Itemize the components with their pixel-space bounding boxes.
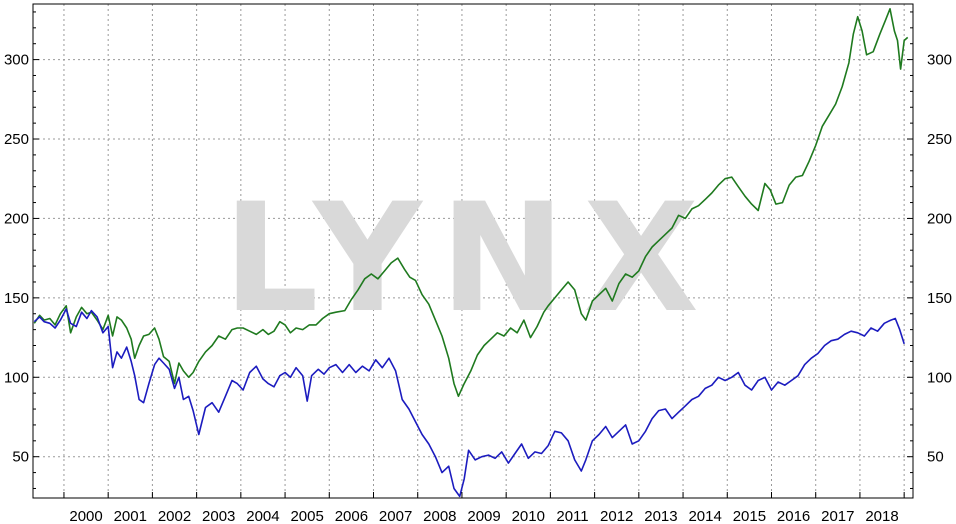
x-tick-label: 2017 xyxy=(821,508,854,524)
y-tick-label-right: 200 xyxy=(927,210,952,227)
y-tick-label-right: 300 xyxy=(927,52,952,69)
grid xyxy=(33,4,913,498)
y-tick-label-left: 300 xyxy=(4,52,29,69)
x-tick-label: 2013 xyxy=(644,508,677,524)
x-tick-label: 2015 xyxy=(733,508,766,524)
plot-frame xyxy=(32,3,914,499)
y-tick-label-left: 200 xyxy=(4,210,29,227)
x-tick-label: 2005 xyxy=(290,508,323,524)
y-tick-label-left: 250 xyxy=(4,131,29,148)
y-tick-label-right: 250 xyxy=(927,131,952,148)
x-tick-label: 2002 xyxy=(158,508,191,524)
x-tick-label: 2011 xyxy=(556,508,588,524)
y-tick-label-right: 150 xyxy=(927,290,952,307)
x-tick-label: 2009 xyxy=(467,508,500,524)
x-tick-label: 2014 xyxy=(688,508,721,524)
x-tick-label: 2000 xyxy=(69,508,102,524)
series-line-1 xyxy=(33,8,909,398)
x-tick-label: 2018 xyxy=(865,508,898,524)
watermark: LYNX xyxy=(223,172,717,346)
x-tick-label: 2006 xyxy=(335,508,368,524)
y-tick-label-right: 100 xyxy=(927,369,952,386)
axes: 50 50 100 100 150 150 200 200 250 250 300 300 2000 20… xyxy=(4,11,952,524)
x-tick-label: 2016 xyxy=(777,508,810,524)
x-tick-label: 2003 xyxy=(202,508,235,524)
series-layer xyxy=(33,8,909,498)
x-tick-label: 2001 xyxy=(114,508,147,524)
y-tick-label-left: 50 xyxy=(12,449,29,466)
x-tick-label: 2008 xyxy=(423,508,456,524)
y-tick-label-left: 100 xyxy=(4,369,29,386)
y-tick-label-left: 150 xyxy=(4,290,29,307)
y-tick-label-right: 50 xyxy=(927,449,944,466)
x-tick-label: 2012 xyxy=(600,508,633,524)
series-line-2 xyxy=(33,308,905,498)
x-tick-label: 2004 xyxy=(246,508,279,524)
x-tick-label: 2010 xyxy=(512,508,545,524)
x-tick-label: 2007 xyxy=(379,508,412,524)
